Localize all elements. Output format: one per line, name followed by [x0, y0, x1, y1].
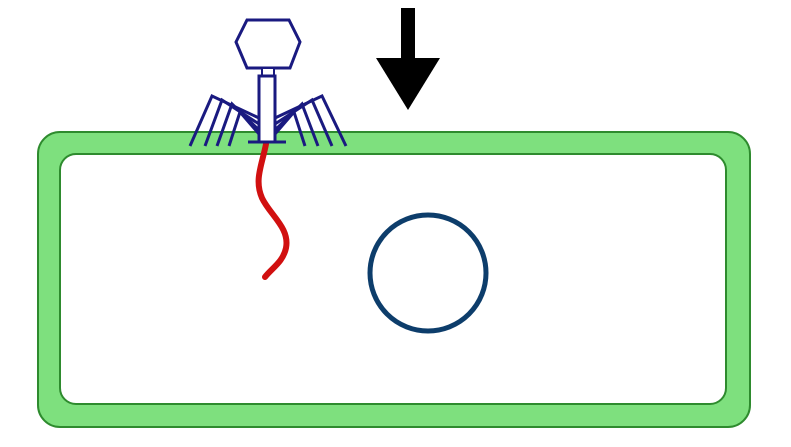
- phage-tail: [257, 74, 277, 144]
- phage-tail-fibers-right: [273, 94, 348, 147]
- plasmid-circle: [367, 212, 489, 334]
- arrow-down-icon: [376, 8, 440, 110]
- bacteriophage: [188, 18, 348, 147]
- cell-interior: [59, 153, 727, 405]
- phage-tail-fibers-left: [188, 93, 261, 147]
- dna-strand: [255, 141, 290, 280]
- phage-head: [234, 18, 302, 70]
- bacterial-cell: [37, 131, 751, 428]
